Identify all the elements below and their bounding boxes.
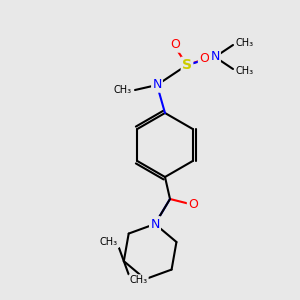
- Text: N: N: [150, 218, 160, 230]
- Text: O: O: [188, 197, 198, 211]
- Text: CH₃: CH₃: [100, 237, 118, 247]
- Text: N: N: [150, 218, 160, 230]
- Text: S: S: [182, 58, 192, 72]
- Text: N: N: [210, 50, 220, 64]
- Text: CH₃: CH₃: [130, 275, 148, 285]
- Text: O: O: [199, 52, 209, 64]
- Text: CH₃: CH₃: [236, 66, 254, 76]
- Text: CH₃: CH₃: [114, 85, 132, 95]
- Text: CH₃: CH₃: [236, 38, 254, 48]
- Text: O: O: [170, 38, 180, 52]
- Text: N: N: [152, 79, 162, 92]
